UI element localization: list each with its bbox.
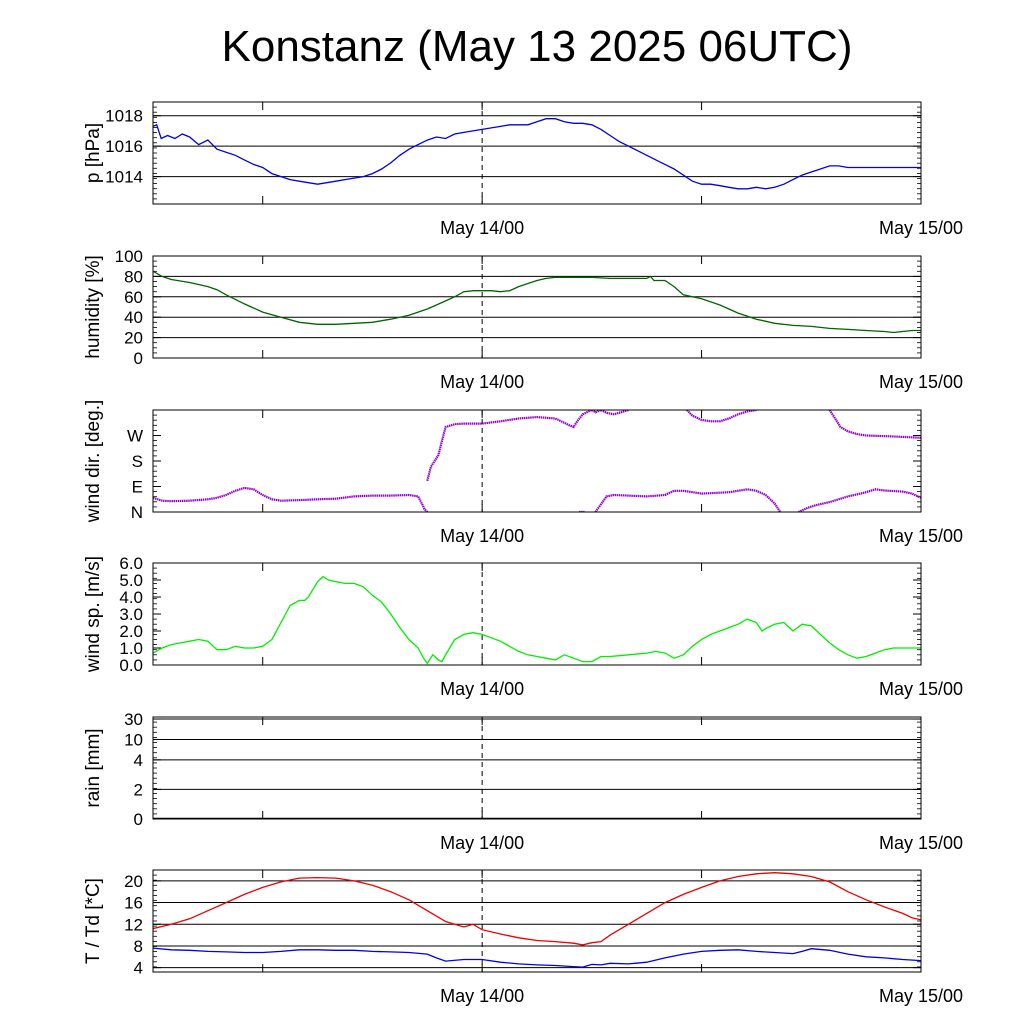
y-axis-label-temperature: T / Td [*C] bbox=[83, 878, 104, 964]
y-tick-label-humidity-5: 100 bbox=[115, 247, 143, 266]
series-group-wind-speed bbox=[153, 575, 921, 665]
series-group-wind-direction bbox=[153, 410, 921, 512]
wind-dir-trace-4 bbox=[686, 410, 757, 423]
y-axis-label-humidity: humidity [%] bbox=[83, 255, 104, 358]
y-tick-label-wind-speed-2: 2.0 bbox=[119, 622, 143, 641]
x-tick-label-wind-speed-0: May 14/00 bbox=[440, 679, 524, 699]
y-tick-label-temperature-1: 8 bbox=[134, 937, 143, 956]
y-tick-label-rain-1: 2 bbox=[134, 780, 143, 799]
y-tick-label-wind-speed-0: 0.0 bbox=[119, 656, 143, 675]
wind-dir-trace-3 bbox=[600, 410, 629, 416]
y-tick-label-humidity-2: 40 bbox=[124, 308, 143, 327]
y-tick-label-pressure-2: 1018 bbox=[105, 107, 143, 126]
panel-wind-speed: 0.01.02.03.04.05.06.0 May 14/00 May 15/00 w… bbox=[83, 554, 963, 699]
y-tick-label-wind-speed-4: 4.0 bbox=[119, 588, 143, 607]
y-tick-label-humidity-0: 0 bbox=[134, 349, 143, 368]
plot-frame-pressure bbox=[152, 101, 922, 205]
series-line-wind-speed-0 bbox=[153, 575, 921, 665]
series-group-temperature bbox=[153, 872, 921, 968]
y-tick-label-wind-speed-5: 5.0 bbox=[119, 571, 143, 590]
y-tick-label-rain-0: 0 bbox=[134, 810, 143, 829]
x-tick-label-humidity-1: May 15/00 bbox=[879, 372, 963, 392]
panel-temperature: 4 8 12 16 20 May 14/00 May 15/00 T / Td [*C] bbox=[83, 869, 963, 1006]
series-line-humidity-0 bbox=[153, 270, 921, 334]
series-line-temperature-1 bbox=[153, 947, 921, 968]
y-tick-label-rain-3: 10 bbox=[124, 730, 143, 749]
x-tick-label-temperature-1: May 15/00 bbox=[879, 986, 963, 1006]
y-tick-label-wind-speed-1: 1.0 bbox=[119, 639, 143, 658]
y-tick-label-pressure-0: 1014 bbox=[105, 168, 143, 187]
wind-dir-trace-1 bbox=[426, 410, 593, 482]
y-tick-label-wind-speed-6: 6.0 bbox=[119, 554, 143, 573]
y-tick-label-wind-speed-3: 3.0 bbox=[119, 605, 143, 624]
y-tick-label-temperature-3: 16 bbox=[124, 894, 143, 913]
plot-frame-rain bbox=[152, 716, 922, 820]
y-axis-label-rain: rain [mm] bbox=[83, 728, 104, 807]
y-tick-label-temperature-2: 12 bbox=[124, 915, 143, 934]
wind-dir-trace-2 bbox=[591, 410, 602, 414]
y-tick-label-pressure-1: 1016 bbox=[105, 137, 143, 156]
y-tick-label-rain-2: 4 bbox=[134, 751, 143, 770]
y-axis-label-wind-speed: wind sp. [m/s] bbox=[83, 556, 104, 673]
plot-frame-humidity bbox=[152, 255, 922, 359]
y-tick-label-humidity-3: 60 bbox=[124, 288, 143, 307]
panel-pressure: 1014 1016 1018 May 14/00 May 15/00 p [hPa] bbox=[83, 101, 963, 238]
plot-frame-wind-direction bbox=[152, 409, 922, 513]
plot-frame-temperature bbox=[152, 869, 922, 973]
series-group-humidity bbox=[153, 270, 921, 334]
x-tick-label-wind-speed-1: May 15/00 bbox=[879, 679, 963, 699]
wind-dir-trace-7 bbox=[594, 488, 782, 512]
series-line-temperature-0 bbox=[153, 872, 921, 946]
wind-dir-trace-5 bbox=[828, 410, 921, 439]
y-tick-label-rain-4: 30 bbox=[124, 710, 143, 729]
x-tick-label-pressure-0: May 14/00 bbox=[440, 218, 524, 238]
y-tick-label-temperature-4: 20 bbox=[124, 872, 143, 891]
wind-dir-trace-8 bbox=[798, 488, 921, 512]
y-tick-label-temperature-0: 4 bbox=[134, 959, 143, 978]
y-axis-label-pressure: p [hPa] bbox=[83, 123, 104, 183]
x-tick-label-rain-1: May 15/00 bbox=[879, 833, 963, 853]
y-axis-label-wind-direction: wind dir. [deg.] bbox=[83, 400, 104, 524]
y-tick-label-wind-direction-1: E bbox=[132, 478, 143, 497]
y-tick-label-humidity-1: 20 bbox=[124, 329, 143, 348]
y-tick-label-wind-direction-0: N bbox=[131, 503, 143, 522]
y-tick-label-humidity-4: 80 bbox=[124, 267, 143, 286]
page-title: Konstanz (May 13 2025 06UTC) bbox=[221, 22, 853, 71]
y-tick-label-wind-direction-3: W bbox=[127, 427, 143, 446]
plot-frame-wind-speed bbox=[152, 562, 922, 666]
series-line-pressure-0 bbox=[153, 118, 921, 190]
x-tick-label-wind-direction-0: May 14/00 bbox=[440, 526, 524, 546]
series-group-pressure bbox=[153, 118, 921, 190]
wind-dir-trace-0 bbox=[153, 486, 429, 512]
x-tick-label-pressure-1: May 15/00 bbox=[879, 218, 963, 238]
x-tick-label-temperature-0: May 14/00 bbox=[440, 986, 524, 1006]
x-tick-label-humidity-0: May 14/00 bbox=[440, 372, 524, 392]
x-tick-label-rain-0: May 14/00 bbox=[440, 833, 524, 853]
y-tick-label-wind-direction-2: S bbox=[132, 452, 143, 471]
x-tick-label-wind-direction-1: May 15/00 bbox=[879, 526, 963, 546]
